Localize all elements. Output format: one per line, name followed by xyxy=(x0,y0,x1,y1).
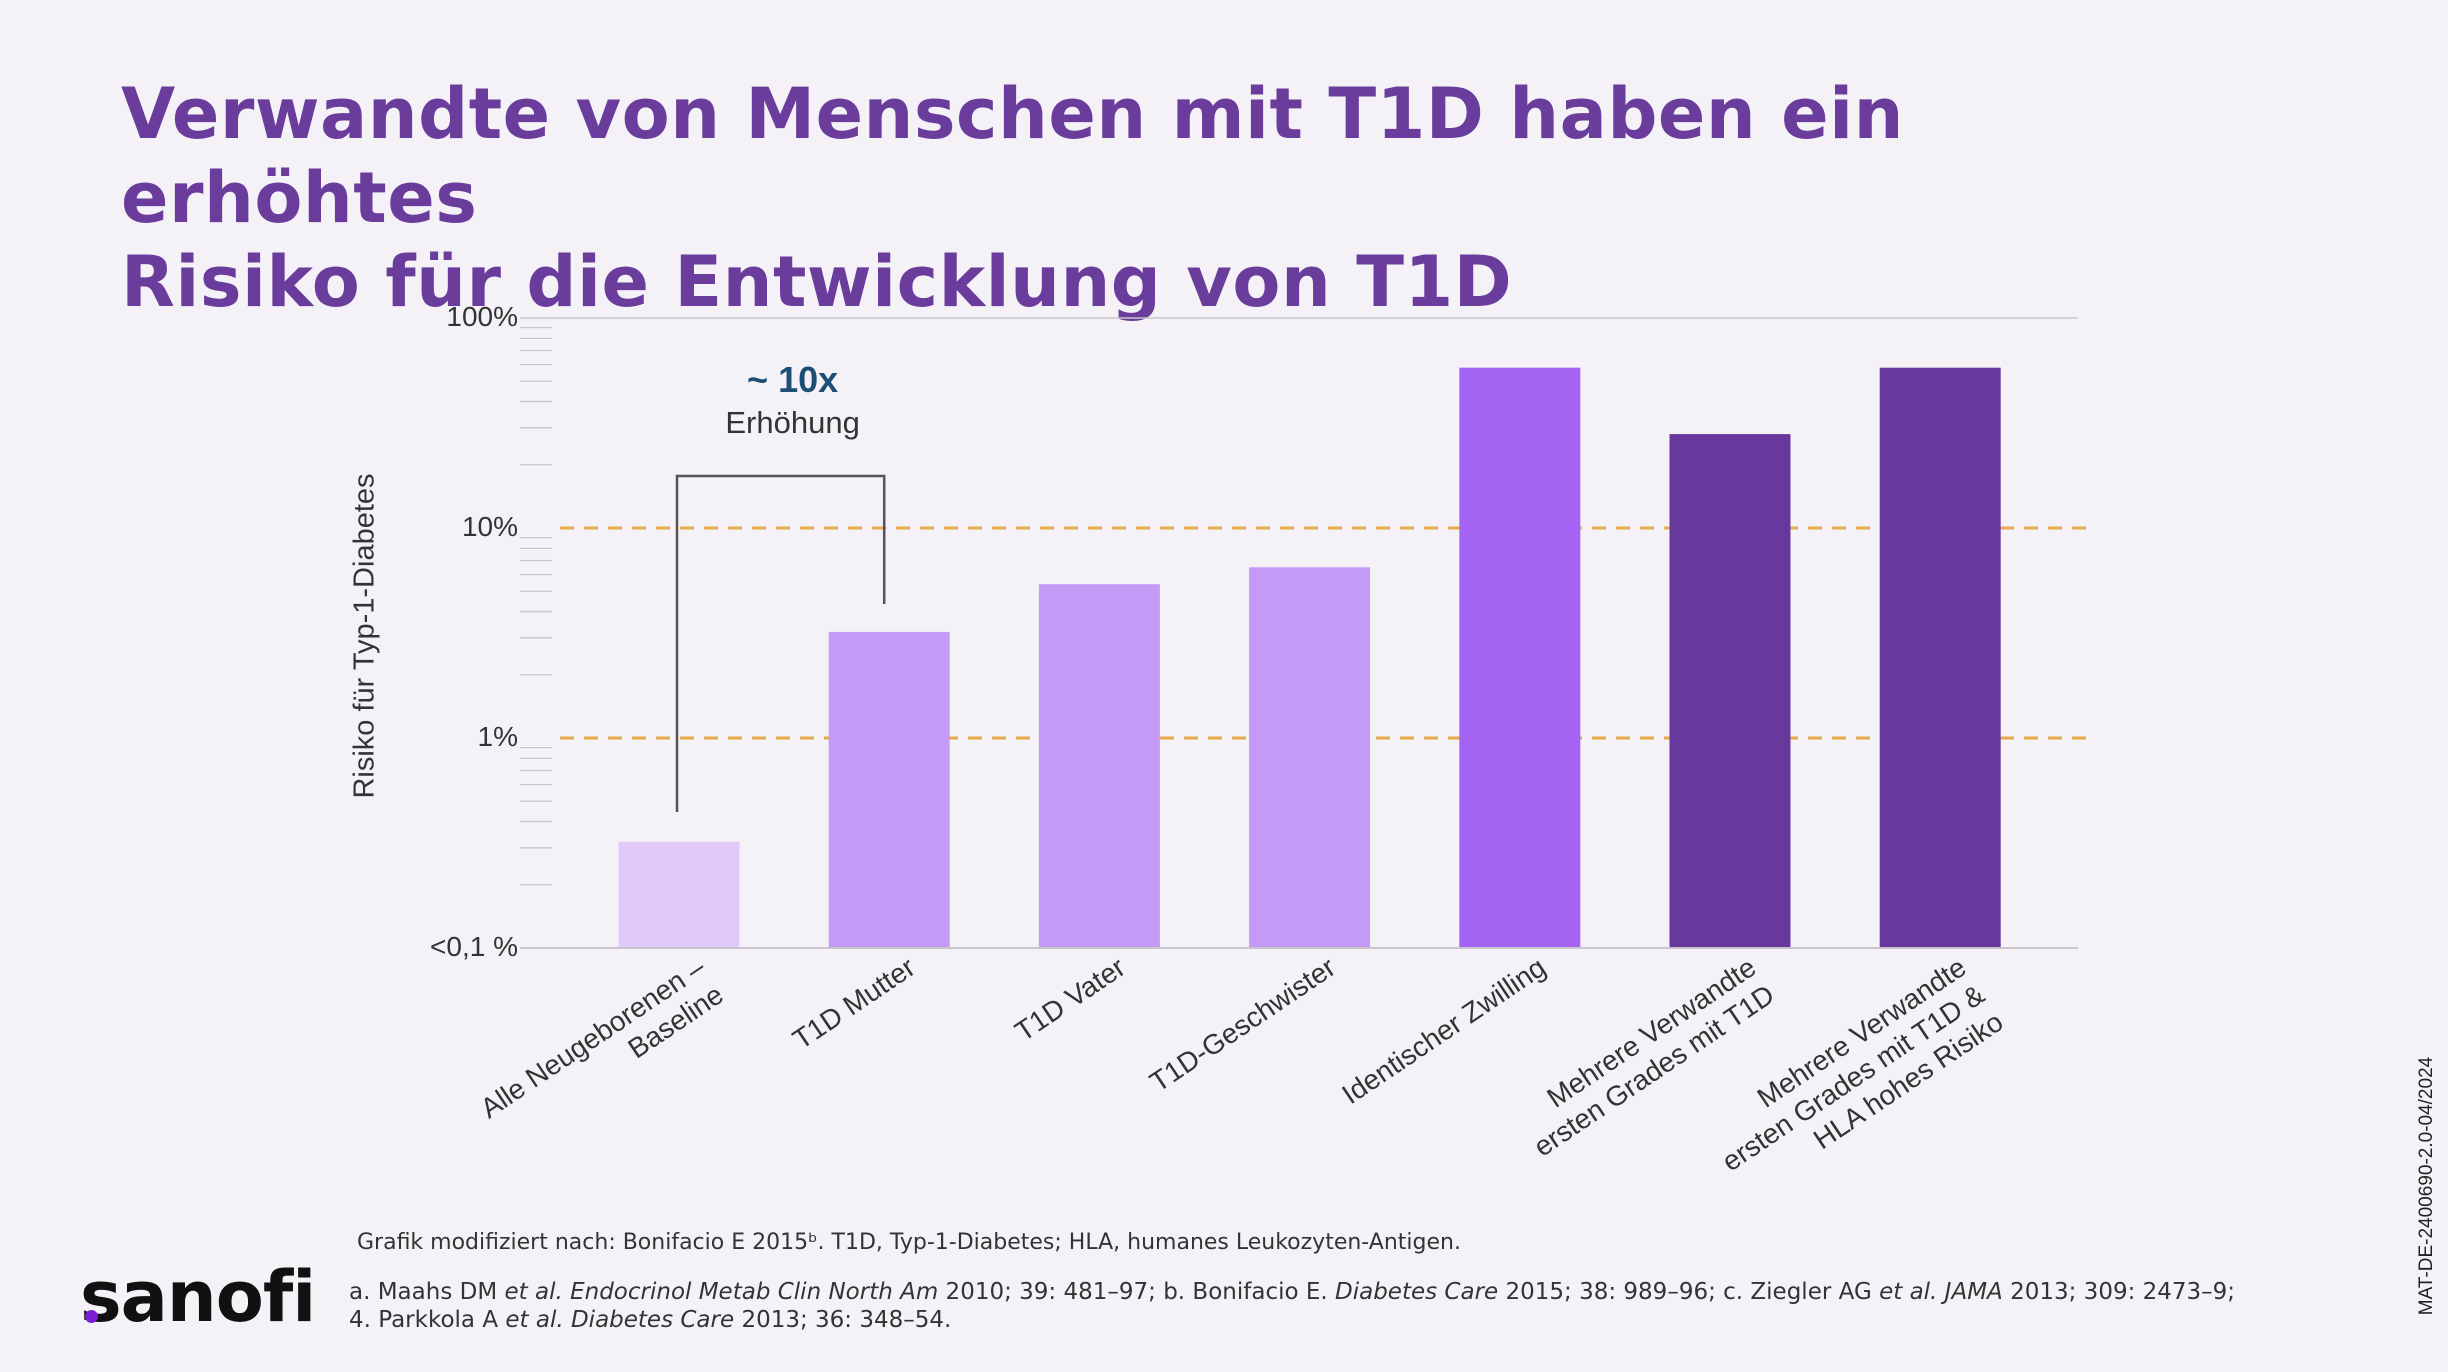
bar xyxy=(1038,584,1160,948)
x-category-label: Identischer Zwilling xyxy=(1336,951,1551,1110)
bar xyxy=(1879,367,2001,948)
ref-italic: et al. xyxy=(504,1279,563,1305)
bar-chart: <0,1 % 1% 10% 100% Alle Neugeborenen –Baseli… xyxy=(430,301,2092,1204)
ref-text: 2013; 36: 348–54. xyxy=(734,1307,952,1333)
bar xyxy=(618,841,740,948)
x-category-label: T1D-Geschwister xyxy=(1144,951,1341,1098)
annotation-value: ~ 10x xyxy=(747,359,838,400)
source-footnote: Grafik modifiziert nach: Bonifacio E 201… xyxy=(357,1230,1461,1255)
x-category-label: Mehrere Verwandteersten Grades mit T1D &… xyxy=(1698,951,2009,1204)
x-category-label: Alle Neugeborenen –Baseline xyxy=(475,951,729,1151)
y-tick-label: 100% xyxy=(446,301,518,332)
y-tick-label: 10% xyxy=(462,511,518,542)
ref-journal: Endocrinol Metab Clin North Am xyxy=(562,1279,939,1305)
ref-text: 2015; 38: 989–96; c. Ziegler AG xyxy=(1498,1279,1880,1305)
bar xyxy=(1249,567,1371,948)
annotation-label: Erhöhung xyxy=(725,405,859,440)
ref-text: 2013; 309: 2473–9; 4. Parkkola A xyxy=(349,1279,2236,1333)
logo-dot xyxy=(85,1310,98,1323)
bar xyxy=(1459,367,1581,948)
ref-italic: et al. xyxy=(505,1307,564,1333)
y-tick-label: <0,1 % xyxy=(430,931,518,962)
page-title: Verwandte von Menschen mit T1D haben ein… xyxy=(121,72,2271,324)
ref-italic: et al. xyxy=(1879,1279,1938,1305)
ref-text: 2010; 39: 481–97; b. Bonifacio E. xyxy=(938,1279,1336,1305)
document-id: MAT-DE-2400690-2.0-04/2024 xyxy=(2416,1056,2437,1316)
x-category-label: T1D Vater xyxy=(1009,951,1130,1047)
y-axis-label: Risiko für Typ-1-Diabetes xyxy=(348,473,381,799)
annotation-bracket xyxy=(675,474,886,812)
ref-journal: Diabetes Care xyxy=(563,1307,735,1333)
title-line-2: Risiko für die Entwicklung von T1D xyxy=(121,241,1513,323)
bar xyxy=(1669,434,1791,948)
ref-text: a. Maahs DM xyxy=(349,1279,505,1305)
y-tick-label: 1% xyxy=(478,721,518,752)
ref-journal: JAMA xyxy=(1937,1279,2003,1305)
ref-journal: Diabetes Care xyxy=(1335,1279,1499,1305)
references: a. Maahs DM et al. Endocrinol Metab Clin… xyxy=(349,1278,2249,1334)
bar xyxy=(828,631,950,948)
x-category-label: T1D Mutter xyxy=(787,951,920,1055)
sanofi-logo: sanofi xyxy=(80,1256,316,1338)
x-category-label: Mehrere Verwandteersten Grades mit T1D xyxy=(1510,951,1780,1162)
title-line-1: Verwandte von Menschen mit T1D haben ein… xyxy=(121,73,1904,239)
